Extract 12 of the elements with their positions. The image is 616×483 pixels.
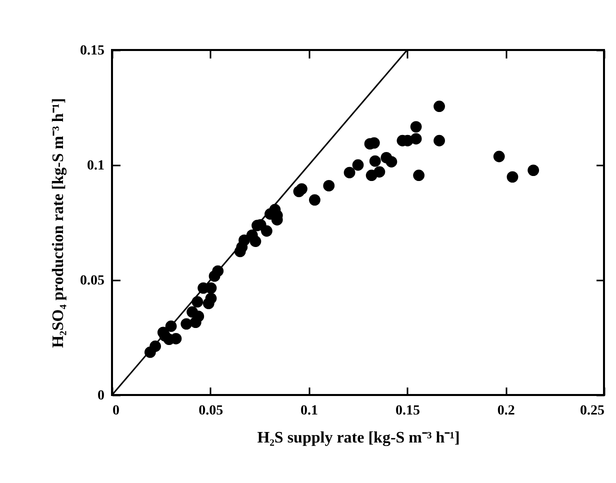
y-tick-label: 0.05 <box>80 274 104 288</box>
x-tick-label: 0.25 <box>580 404 604 418</box>
y-tick-label: 0 <box>98 388 104 404</box>
x-tick-label: 0.1 <box>300 404 318 418</box>
x-tick-label: 0.15 <box>395 404 420 418</box>
y-axis-title: H₂SO₄ production rate [kg-S m⁻³ h⁻¹] <box>50 98 67 348</box>
y-tick-label: 0.1 <box>87 158 104 174</box>
x-tick-label: 0.2 <box>497 404 515 418</box>
x-tick-label: 0 <box>112 404 120 418</box>
x-tick-label: 0.05 <box>198 404 224 418</box>
y-tick-label: 0.15 <box>80 44 104 58</box>
x-axis-title: H₂S supply rate [kg-S m⁻³ h⁻¹] <box>257 430 460 446</box>
